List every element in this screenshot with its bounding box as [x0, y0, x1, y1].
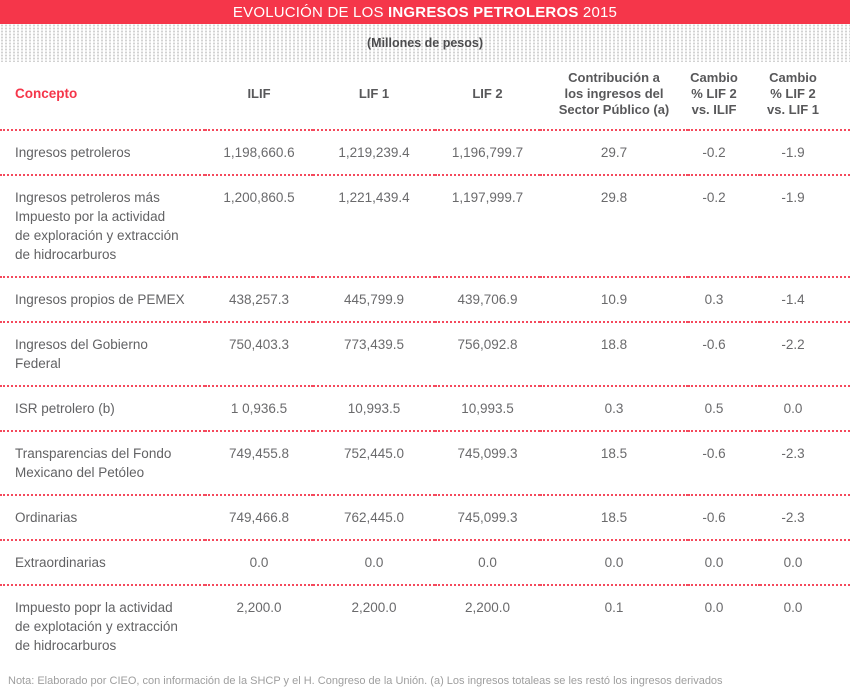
- cambio-lif1-cell: -1.4: [760, 276, 850, 322]
- cambio-ilif-cell: 0.0: [688, 584, 760, 667]
- cambio-lif1-cell: -1.9: [760, 129, 850, 175]
- cambio-ilif-cell: 0.5: [688, 385, 760, 431]
- contribucion-cell: 0.3: [540, 385, 688, 431]
- footer-note: Nota: Elaborado por CIEO, con informació…: [8, 675, 723, 691]
- table-row: Transparencias del Fondo Mexicano del Pe…: [0, 430, 850, 495]
- concepto-cell: Ordinarias: [0, 494, 205, 540]
- col-header-cambio-lif1: Cambio % LIF 2 vs. LIF 1: [766, 69, 820, 117]
- cambio-lif1-cell: 0.0: [760, 385, 850, 431]
- concepto-cell: Ingresos del Gobierno Federal: [0, 321, 205, 386]
- lif1-cell: 2,200.0: [313, 584, 435, 667]
- subtitle-band: (Millones de pesos): [0, 24, 850, 62]
- col-header-lif1: LIF 1: [358, 85, 390, 101]
- lif1-cell: 773,439.5: [313, 321, 435, 386]
- table-row: Extraordinarias 0.0 0.0 0.0 0.0 0.0 0.0: [0, 539, 850, 585]
- table-row: Ingresos propios de PEMEX 438,257.3 445,…: [0, 276, 850, 322]
- ilif-cell: 749,455.8: [205, 430, 313, 495]
- contribucion-cell: 18.5: [540, 430, 688, 495]
- table-row: Ingresos del Gobierno Federal 750,403.3 …: [0, 321, 850, 386]
- concepto-cell: ISR petrolero (b): [0, 385, 205, 431]
- contribucion-cell: 18.8: [540, 321, 688, 386]
- table-row: Ingresos petroleros 1,198,660.6 1,219,23…: [0, 129, 850, 175]
- lif2-cell: 2,200.0: [435, 584, 540, 667]
- table-header-row: Concepto ILIF LIF 1 LIF 2 Contribución a…: [0, 62, 850, 130]
- cambio-ilif-cell: -0.2: [688, 129, 760, 175]
- col-header-lif2: LIF 2: [472, 85, 503, 101]
- cambio-lif1-cell: -2.2: [760, 321, 850, 386]
- concepto-cell: Ingresos petroleros: [0, 129, 205, 175]
- table-row: ISR petrolero (b) 1 0,936.5 10,993.5 10,…: [0, 385, 850, 431]
- cambio-ilif-cell: -0.6: [688, 430, 760, 495]
- lif2-cell: 1,196,799.7: [435, 129, 540, 175]
- cambio-ilif-cell: -0.6: [688, 321, 760, 386]
- col-header-cambio-ilif: Cambio % LIF 2 vs. ILIF: [690, 69, 738, 117]
- ilif-cell: 0.0: [205, 539, 313, 585]
- concepto-cell: Ingresos propios de PEMEX: [0, 276, 205, 322]
- concepto-cell: Impuesto popr la actividad de explotació…: [0, 584, 205, 667]
- concepto-cell: Ingresos petroleros más Impuesto por la …: [0, 174, 205, 277]
- lif1-cell: 0.0: [313, 539, 435, 585]
- lif1-cell: 10,993.5: [313, 385, 435, 431]
- cambio-ilif-cell: -0.6: [688, 494, 760, 540]
- ilif-cell: 1 0,936.5: [205, 385, 313, 431]
- cambio-ilif-cell: 0.3: [688, 276, 760, 322]
- lif2-cell: 439,706.9: [435, 276, 540, 322]
- lif2-cell: 0.0: [435, 539, 540, 585]
- lif1-cell: 762,445.0: [313, 494, 435, 540]
- cambio-ilif-cell: -0.2: [688, 174, 760, 277]
- page-title-main: INGRESOS PETROLEROS: [388, 3, 579, 21]
- concepto-cell: Extraordinarias: [0, 539, 205, 585]
- col-header-ilif: ILIF: [247, 85, 271, 101]
- ilif-cell: 1,198,660.6: [205, 129, 313, 175]
- contribucion-cell: 18.5: [540, 494, 688, 540]
- title-bar: EVOLUCIÓN DE LOS INGRESOS PETROLEROS 201…: [0, 0, 850, 24]
- page-title-year: 2015: [578, 3, 618, 21]
- ilif-cell: 749,466.8: [205, 494, 313, 540]
- contribucion-cell: 10.9: [540, 276, 688, 322]
- col-header-concepto: Concepto: [15, 85, 78, 101]
- lif2-cell: 745,099.3: [435, 494, 540, 540]
- cambio-lif1-cell: -2.3: [760, 430, 850, 495]
- lif2-cell: 756,092.8: [435, 321, 540, 386]
- col-header-contribucion: Contribución a los ingresos del Sector P…: [558, 69, 670, 117]
- lif1-cell: 1,219,239.4: [313, 129, 435, 175]
- ingresos-petroleros-table: Concepto ILIF LIF 1 LIF 2 Contribución a…: [0, 62, 850, 667]
- contribucion-cell: 29.7: [540, 129, 688, 175]
- lif1-cell: 1,221,439.4: [313, 174, 435, 277]
- cambio-ilif-cell: 0.0: [688, 539, 760, 585]
- lif2-cell: 745,099.3: [435, 430, 540, 495]
- ilif-cell: 750,403.3: [205, 321, 313, 386]
- cambio-lif1-cell: 0.0: [760, 539, 850, 585]
- table-row: Ordinarias 749,466.8 762,445.0 745,099.3…: [0, 494, 850, 540]
- contribucion-cell: 29.8: [540, 174, 688, 277]
- lif1-cell: 752,445.0: [313, 430, 435, 495]
- ilif-cell: 2,200.0: [205, 584, 313, 667]
- lif1-cell: 445,799.9: [313, 276, 435, 322]
- lif2-cell: 10,993.5: [435, 385, 540, 431]
- contribucion-cell: 0.1: [540, 584, 688, 667]
- ilif-cell: 1,200,860.5: [205, 174, 313, 277]
- ilif-cell: 438,257.3: [205, 276, 313, 322]
- units-subtitle: (Millones de pesos): [367, 36, 483, 50]
- cambio-lif1-cell: -1.9: [760, 174, 850, 277]
- lif2-cell: 1,197,999.7: [435, 174, 540, 277]
- table-row: Ingresos petroleros más Impuesto por la …: [0, 174, 850, 277]
- table-row: Impuesto popr la actividad de explotació…: [0, 584, 850, 667]
- concepto-cell: Transparencias del Fondo Mexicano del Pe…: [0, 430, 205, 495]
- page-title-prefix: EVOLUCIÓN DE LOS: [232, 3, 389, 21]
- cambio-lif1-cell: 0.0: [760, 584, 850, 667]
- cambio-lif1-cell: -2.3: [760, 494, 850, 540]
- contribucion-cell: 0.0: [540, 539, 688, 585]
